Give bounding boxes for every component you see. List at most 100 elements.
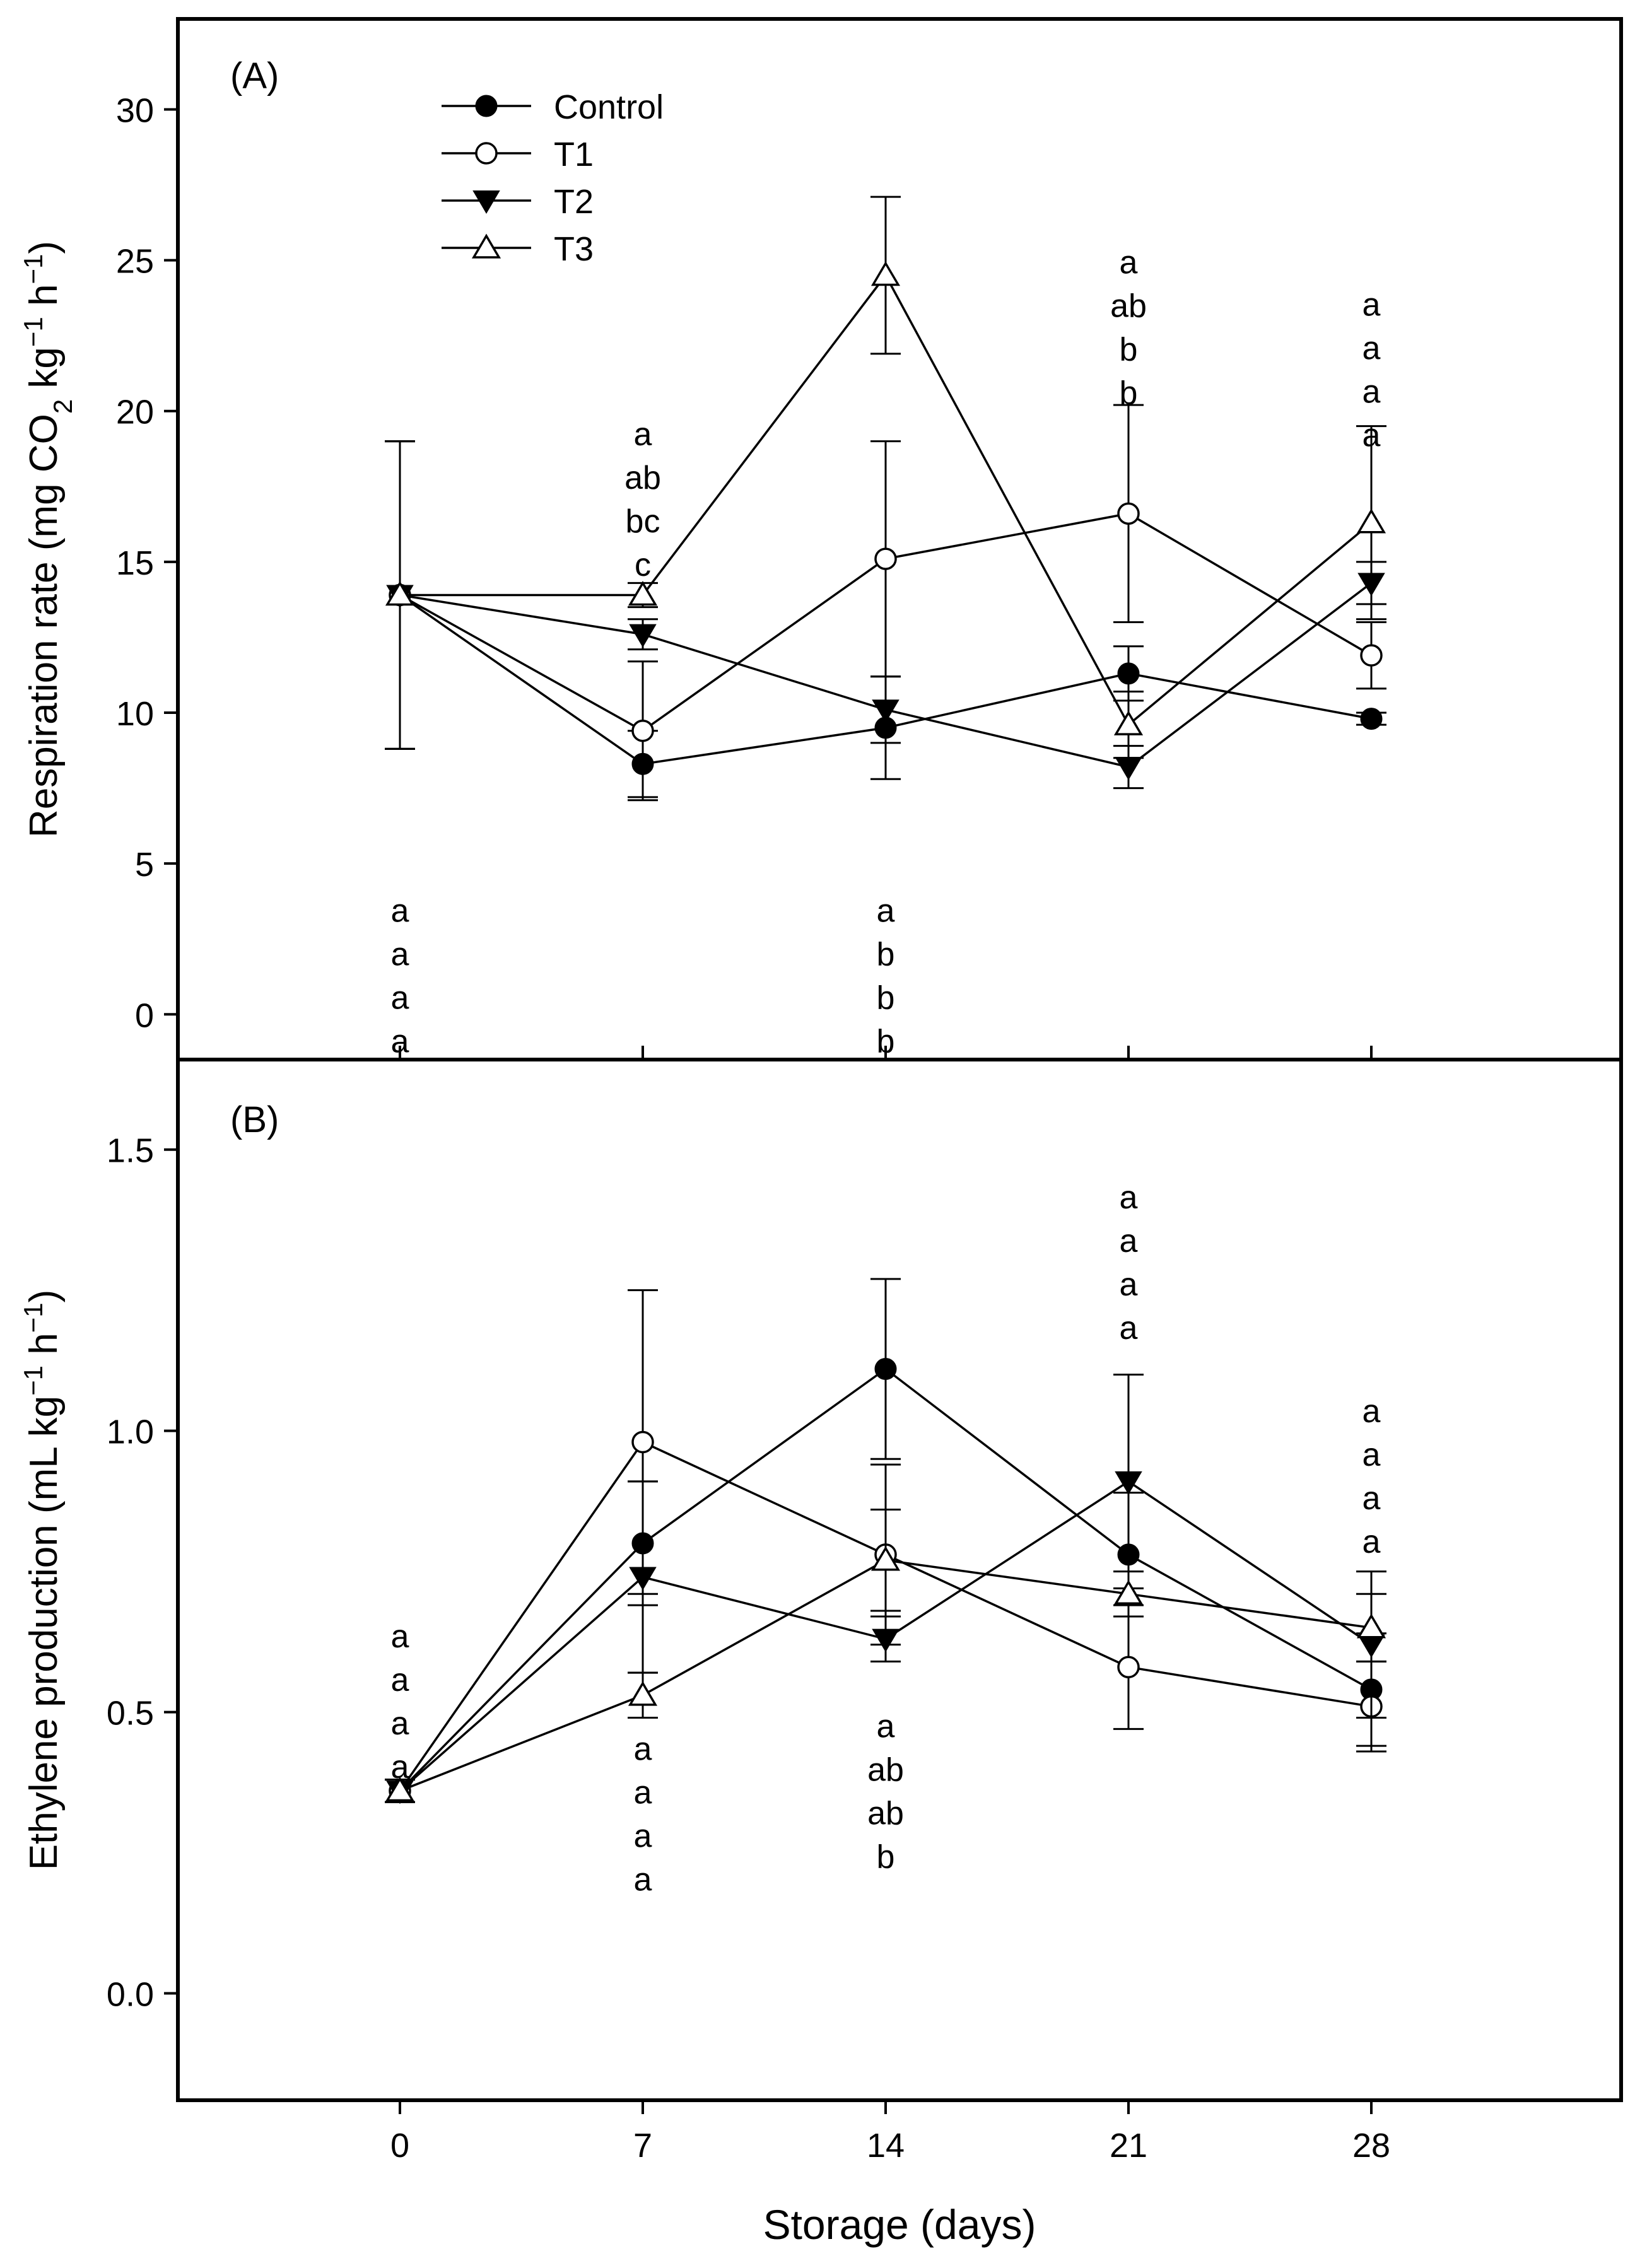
panel-a-significance-letter: a	[1363, 330, 1381, 366]
legend-label-control: Control	[554, 88, 664, 126]
x-axis: 0 7 14 21 28	[390, 1046, 1390, 2165]
panel-a-point-control	[1117, 662, 1140, 685]
panel-a-significance-letter: c	[635, 547, 651, 583]
panel-a-significance-letter: ab	[1110, 288, 1147, 324]
panel-b-point-t3	[1356, 1613, 1386, 1639]
panel-a-significance-letter: b	[1120, 331, 1138, 368]
legend: Control T1 T2 T3	[442, 88, 664, 268]
panel-a-significance-letter: a	[391, 893, 409, 930]
panel-b-significance-letter: ab	[867, 1752, 904, 1789]
legend-marker-t3	[471, 233, 501, 259]
panel-a-significance-letter: b	[877, 937, 895, 973]
panel-b-significance-letter: a	[634, 1861, 652, 1898]
panel-b-significance-letter: a	[391, 1705, 409, 1742]
x-tick-label: 28	[1352, 2127, 1390, 2165]
panel-a-y-axis-label: Respiration rate (mg CO2 kg−1 h−1)	[18, 241, 78, 838]
panel-b-significance-letter: a	[1363, 1524, 1381, 1560]
panel-a-point-t3	[385, 581, 415, 606]
panel-a-significance-letter: a	[391, 980, 409, 1017]
x-axis-label: Storage (days)	[763, 2201, 1036, 2248]
panel-a-y-tick-label: 30	[116, 91, 154, 129]
x-tick-label: 0	[390, 2127, 409, 2165]
panel-a-point-t2	[1115, 757, 1142, 781]
panel-b-y-tick-label: 0.0	[107, 1976, 154, 2014]
panel-a-point-t3	[870, 261, 901, 286]
legend-label-t1: T1	[554, 136, 594, 173]
panel-b-point-t1	[631, 1430, 654, 1454]
panel-a-point-t2	[872, 699, 900, 723]
legend-label-t3: T3	[554, 230, 594, 268]
panel-a-y-tick-label: 10	[116, 695, 154, 733]
panel-b-significance-letter: a	[391, 1662, 409, 1698]
panel-b-significance-letter: a	[634, 1731, 652, 1767]
panel-a-plot-area	[385, 196, 1386, 802]
panel-b-point-t3	[385, 1777, 415, 1802]
panel-a-y-tick-label: 25	[116, 243, 154, 281]
panel-a-y-tick-label: 20	[116, 394, 154, 431]
panel-a-point-t3	[1113, 710, 1144, 735]
panel-b-point-t2	[629, 1567, 657, 1591]
panel-a-point-t3	[628, 581, 658, 606]
panel-b-point-t2	[872, 1628, 900, 1652]
panel-b-y-tick-label: 0.5	[107, 1695, 154, 1733]
panel-b-significance-letter: a	[391, 1749, 409, 1786]
panel-a-significance-letter: a	[1363, 373, 1381, 410]
panel-b-significance-letter: ab	[867, 1796, 904, 1832]
panel-b-significance-letter: a	[877, 1709, 895, 1745]
panel-a-significance-letter: bc	[626, 503, 660, 540]
panel-a-point-control	[1360, 708, 1383, 730]
panel-b-significance-letter: a	[1120, 1179, 1138, 1216]
legend-label-t2: T2	[554, 183, 594, 221]
panel-b-y-axis-label: Ethylene production (mL kg−1 h−1)	[18, 1290, 66, 1871]
panel-a-point-t1	[1360, 644, 1383, 667]
panel-b-point-t3	[1113, 1579, 1144, 1605]
panel-a-label: (A)	[230, 56, 279, 96]
panel-a-point-t2	[629, 624, 657, 648]
panel-a-point-t1	[1117, 502, 1140, 525]
panel-b-y-axis: 0.0 0.5 1.0 1.5	[107, 1132, 178, 2014]
panel-a-significance-letter: a	[1363, 286, 1381, 323]
x-tick-label: 7	[633, 2127, 652, 2165]
panel-b-significance-letter: a	[1363, 1437, 1381, 1473]
panel-a-point-t3	[1356, 508, 1386, 534]
panel-a-significance-letter: ab	[624, 460, 661, 496]
legend-marker-t2	[472, 190, 500, 214]
panel-a-significance-letter: a	[634, 416, 652, 453]
panel-a-y-axis: 0 5 10 15 20 25 30	[116, 91, 178, 1034]
panel-b-point-control	[874, 1358, 897, 1381]
panel-b-plot-area	[385, 1278, 1386, 1804]
panel-b-significance-letter: a	[1363, 1393, 1381, 1430]
x-tick-label: 21	[1110, 2127, 1147, 2165]
legend-marker-control	[475, 95, 498, 117]
panel-a-y-tick-label: 15	[116, 544, 154, 582]
panel-b-y-tick-label: 1.0	[107, 1413, 154, 1451]
panel-b-significance-letter: a	[391, 1618, 409, 1655]
panel-a-y-tick-label: 5	[135, 846, 154, 884]
panel-b-significance-letter: a	[1120, 1310, 1138, 1347]
panel-b-significance-letter: a	[634, 1774, 652, 1811]
panel-a-significance-letter: b	[1120, 375, 1138, 411]
panel-a-y-tick-label: 0	[135, 997, 154, 1034]
panel-b-y-tick-label: 1.5	[107, 1132, 154, 1170]
panel-a-point-t1	[631, 719, 654, 742]
panel-b-significance-letter: a	[1120, 1223, 1138, 1260]
panel-b-point-t2	[1115, 1471, 1142, 1495]
panel-b-significance-letter: a	[634, 1818, 652, 1854]
panel-b-significance-letter: a	[1120, 1266, 1138, 1303]
panel-a-significance-letter: b	[877, 980, 895, 1017]
panel-b-point-t1	[1117, 1656, 1140, 1678]
panel-a-significance-letter: a	[1120, 244, 1138, 281]
panel-b-frame	[176, 1058, 1623, 2102]
panel-a-significance-letter: a	[877, 893, 895, 930]
panel-a-point-t1	[874, 547, 897, 570]
panel-b-significance-letter: a	[1363, 1480, 1381, 1517]
panel-a-significance-letter: a	[391, 937, 409, 973]
panel-a-significance-letter: a	[1363, 417, 1381, 453]
panel-b-significance-letter: b	[877, 1839, 895, 1876]
legend-marker-t1	[475, 142, 498, 165]
